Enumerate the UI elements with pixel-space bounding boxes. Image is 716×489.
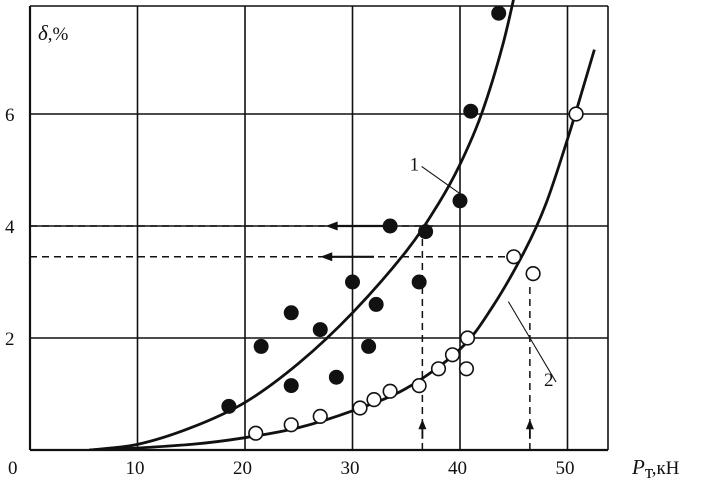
point-series-2 [411, 378, 427, 394]
grid [28, 5, 609, 452]
x-tick-label: 40 [448, 458, 467, 479]
point-series-1 [382, 218, 398, 234]
curve-label-1: 1 [410, 154, 420, 175]
arrow-up-head [525, 419, 534, 430]
curve-label-leader [421, 165, 463, 196]
point-series-2 [248, 425, 264, 441]
point-series-2 [568, 106, 584, 122]
point-series-1 [253, 338, 269, 354]
x-tick-label: 20 [233, 458, 252, 479]
point-series-1 [418, 224, 434, 240]
tick-labels: 0 10 20 30 40 50 2 4 6 [5, 105, 575, 479]
point-series-1 [463, 103, 479, 119]
fit-curve-2 [105, 49, 596, 450]
fit-curves [88, 0, 596, 450]
fit-curve-1 [88, 0, 515, 450]
point-series-1 [345, 274, 360, 290]
x-tick-label: 0 [8, 458, 18, 479]
point-series-2 [458, 361, 475, 377]
curve-label-2: 2 [544, 370, 554, 391]
point-series-2 [506, 249, 522, 265]
x-axis-label: Pт,кН [631, 455, 680, 483]
y-tick-label: 4 [5, 217, 15, 238]
point-series-1 [283, 305, 299, 321]
y-axis-label: δ,% [38, 21, 69, 45]
point-series-1 [368, 296, 384, 312]
point-series-1 [283, 378, 299, 394]
x-tick-label: 30 [341, 458, 360, 479]
point-series-1 [221, 398, 237, 414]
point-series-2 [430, 361, 447, 377]
point-series-2 [283, 417, 299, 433]
arrow-left-head [325, 221, 338, 231]
curve-label-leader [507, 301, 557, 383]
point-series-2 [312, 408, 328, 425]
arrow-left-head [320, 252, 333, 262]
point-series-1 [312, 322, 328, 338]
arrow-up-head [418, 419, 427, 430]
point-series-2 [459, 330, 476, 346]
data-points [221, 5, 584, 441]
point-series-2 [444, 347, 461, 363]
point-series-1 [328, 369, 344, 385]
y-tick-label: 2 [5, 329, 15, 350]
point-series-2 [352, 400, 368, 416]
point-series-1 [491, 5, 507, 21]
point-series-2 [382, 383, 398, 399]
y-tick-label: 6 [5, 105, 15, 126]
x-tick-label: 10 [126, 458, 145, 479]
annotations: 12 [30, 154, 557, 450]
point-series-1 [361, 338, 377, 354]
x-tick-label: 50 [556, 458, 575, 479]
point-series-1 [411, 274, 427, 290]
point-series-2 [525, 266, 541, 282]
point-series-1 [452, 193, 468, 209]
point-series-2 [366, 392, 382, 408]
